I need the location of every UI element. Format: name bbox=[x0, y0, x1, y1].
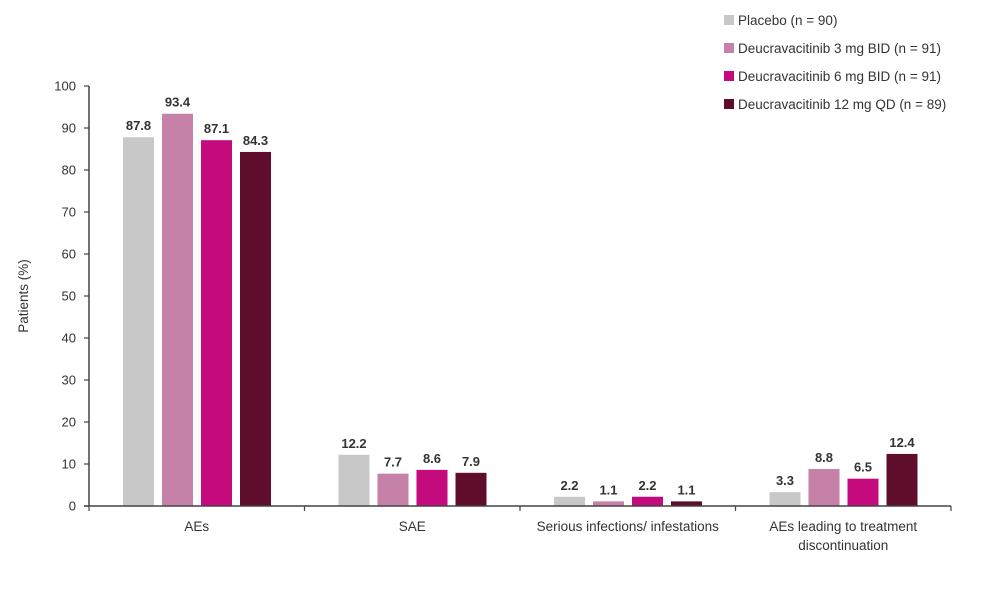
y-tick-label: 0 bbox=[69, 499, 76, 514]
y-tick-label: 50 bbox=[62, 289, 76, 304]
bar bbox=[808, 469, 840, 506]
data-label: 2.2 bbox=[638, 478, 656, 493]
data-label: 3.3 bbox=[776, 473, 794, 488]
legend-label: Deucravacitinib 6 mg BID (n = 91) bbox=[738, 69, 941, 84]
x-category-label: SAE bbox=[399, 519, 426, 534]
data-label: 87.1 bbox=[204, 121, 229, 136]
legend-swatch bbox=[724, 99, 734, 109]
bar bbox=[240, 151, 271, 506]
data-label: 2.2 bbox=[560, 478, 578, 493]
data-label: 12.4 bbox=[889, 435, 915, 450]
bar bbox=[593, 501, 624, 506]
y-tick-label: 60 bbox=[62, 247, 76, 262]
legend-label: Deucravacitinib 12 mg QD (n = 89) bbox=[738, 97, 946, 112]
bar bbox=[416, 469, 448, 506]
y-tick-label: 10 bbox=[62, 457, 76, 472]
bar bbox=[769, 492, 801, 506]
x-category-label: AEs leading to treatment bbox=[769, 519, 917, 534]
bar bbox=[671, 501, 702, 506]
bar bbox=[338, 454, 370, 506]
bar bbox=[201, 140, 232, 506]
data-label: 6.5 bbox=[854, 460, 872, 475]
y-tick-label: 40 bbox=[62, 331, 76, 346]
y-tick-label: 20 bbox=[62, 415, 76, 430]
y-tick-label: 80 bbox=[62, 163, 76, 178]
data-label: 12.2 bbox=[341, 436, 366, 451]
data-label: 84.3 bbox=[243, 133, 268, 148]
data-label: 93.4 bbox=[165, 95, 191, 110]
data-label: 8.6 bbox=[423, 451, 441, 466]
legend-label: Placebo (n = 90) bbox=[738, 13, 837, 28]
bar bbox=[455, 472, 487, 506]
bar bbox=[554, 496, 585, 506]
legend-swatch bbox=[724, 15, 734, 25]
y-tick-label: 100 bbox=[54, 79, 76, 94]
bar bbox=[847, 478, 879, 506]
bar bbox=[123, 137, 154, 507]
data-label: 7.7 bbox=[384, 455, 402, 470]
data-label: 1.1 bbox=[599, 482, 617, 497]
y-tick-label: 30 bbox=[62, 373, 76, 388]
y-axis-label: Patients (%) bbox=[16, 259, 31, 333]
bar bbox=[886, 453, 918, 506]
x-category-label: AEs bbox=[184, 519, 209, 534]
legend-label: Deucravacitinib 3 mg BID (n = 91) bbox=[738, 41, 941, 56]
bar bbox=[162, 113, 193, 506]
data-label: 7.9 bbox=[462, 454, 480, 469]
y-tick-label: 70 bbox=[62, 205, 76, 220]
legend-swatch bbox=[724, 71, 734, 81]
data-label: 87.8 bbox=[126, 118, 151, 133]
bar bbox=[632, 496, 663, 506]
legend-swatch bbox=[724, 43, 734, 53]
x-category-label: discontinuation bbox=[798, 538, 888, 553]
y-tick-label: 90 bbox=[62, 121, 76, 136]
x-category-label: Serious infections/ infestations bbox=[537, 519, 720, 534]
data-label: 1.1 bbox=[677, 482, 695, 497]
data-label: 8.8 bbox=[815, 450, 833, 465]
bar bbox=[377, 473, 409, 506]
